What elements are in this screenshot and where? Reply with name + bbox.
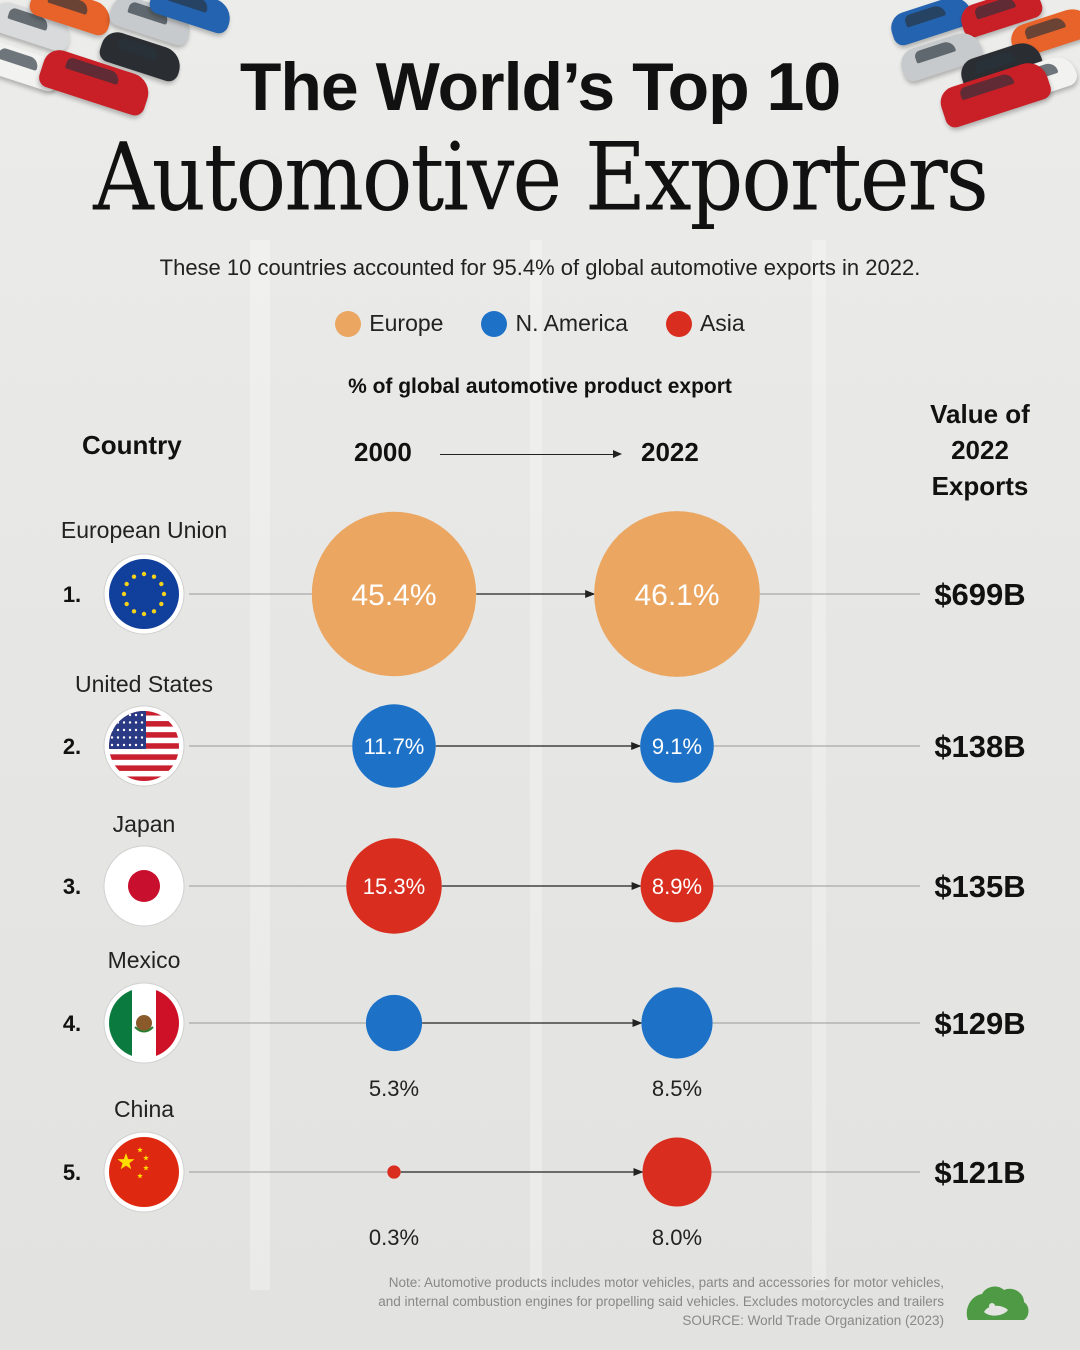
export-value: $699B: [934, 577, 1025, 612]
column-band: [250, 240, 270, 1290]
export-value: $138B: [934, 729, 1025, 764]
data-label-2000: 11.7%: [364, 734, 425, 759]
bubble-2000: [365, 994, 423, 1052]
bubble-2022: [642, 1137, 712, 1207]
year-arrow: [440, 450, 622, 458]
column-band: [812, 240, 826, 1290]
legend-label-europe: Europe: [369, 310, 444, 336]
rank-number: 3.: [63, 874, 81, 899]
data-label-2000: 0.3%: [369, 1225, 419, 1250]
footnote-line: and internal combustion engines for prop…: [378, 1294, 944, 1309]
legend-label-asia: Asia: [699, 310, 745, 336]
data-label-2022: 8.9%: [652, 874, 702, 899]
us-flag-icon: [103, 705, 185, 787]
mexico-flag-icon: [103, 982, 185, 1064]
country-name: Japan: [113, 811, 176, 837]
rank-number: 5.: [63, 1160, 81, 1185]
legend-item-asia: Asia: [665, 310, 745, 337]
legend-swatch-asia: [665, 310, 692, 337]
data-label-2022: 8.5%: [652, 1076, 702, 1101]
bubble-2022: [640, 849, 714, 923]
value-header-line: 2022: [951, 435, 1009, 465]
rank-number: 2.: [63, 734, 81, 759]
value-header-line: Value of: [930, 399, 1030, 429]
country-name: China: [114, 1096, 174, 1122]
rank-number: 1.: [63, 582, 81, 607]
axis-title: % of global automotive product export: [348, 375, 732, 398]
legend-item-north-america: N. America: [481, 310, 628, 337]
legend: Europe N. America Asia: [0, 310, 1080, 337]
visual-capitalist-logo-icon: [966, 1286, 1029, 1320]
eu-flag-icon: [103, 553, 185, 635]
data-label-2000: 45.4%: [351, 579, 436, 612]
data-label-2022: 8.0%: [652, 1225, 702, 1250]
export-value: $135B: [934, 869, 1025, 904]
bubble-2022: [594, 511, 760, 677]
bubble-2022: [641, 987, 713, 1059]
chart-title: The World’s Top 10: [239, 49, 841, 125]
footnote: Note: Automotive products includes motor…: [378, 1273, 944, 1330]
legend-label-north-america: N. America: [515, 310, 628, 336]
column-band: [530, 240, 542, 1290]
export-value: $121B: [934, 1155, 1025, 1190]
country-name: Mexico: [108, 947, 181, 973]
country-column-header: Country: [82, 430, 182, 460]
data-label-2000: 5.3%: [369, 1076, 419, 1101]
legend-swatch-north-america: [481, 310, 508, 337]
legend-item-europe: Europe: [335, 310, 443, 337]
bubble-2000: [352, 704, 436, 788]
year-start-header: 2000: [354, 437, 412, 467]
export-value: $129B: [934, 1006, 1025, 1041]
legend-swatch-europe: [335, 310, 362, 337]
bubble-2000: [311, 511, 477, 677]
value-column-header: Value of 2022 Exports: [900, 396, 1060, 504]
rank-number: 4.: [63, 1011, 81, 1036]
china-flag-icon: [103, 1131, 185, 1213]
footnote-line: Note: Automotive products includes motor…: [388, 1275, 944, 1290]
country-name: European Union: [61, 517, 227, 543]
chart-subtitle: These 10 countries accounted for 95.4% o…: [159, 255, 921, 280]
source-line: SOURCE: World Trade Organization (2023): [682, 1313, 944, 1328]
data-label-2000: 15.3%: [363, 874, 425, 899]
japan-flag-icon: [103, 845, 185, 927]
bubble-2000: [387, 1165, 401, 1179]
chart-title-line2: Automotive Exporters: [93, 122, 989, 232]
year-end-header: 2022: [641, 437, 699, 467]
value-header-line: Exports: [931, 471, 1029, 501]
data-label-2022: 9.1%: [652, 734, 702, 759]
bubble-2022: [640, 709, 714, 783]
country-name: United States: [75, 671, 213, 697]
bubble-2000: [346, 838, 442, 934]
data-label-2022: 46.1%: [634, 579, 719, 612]
